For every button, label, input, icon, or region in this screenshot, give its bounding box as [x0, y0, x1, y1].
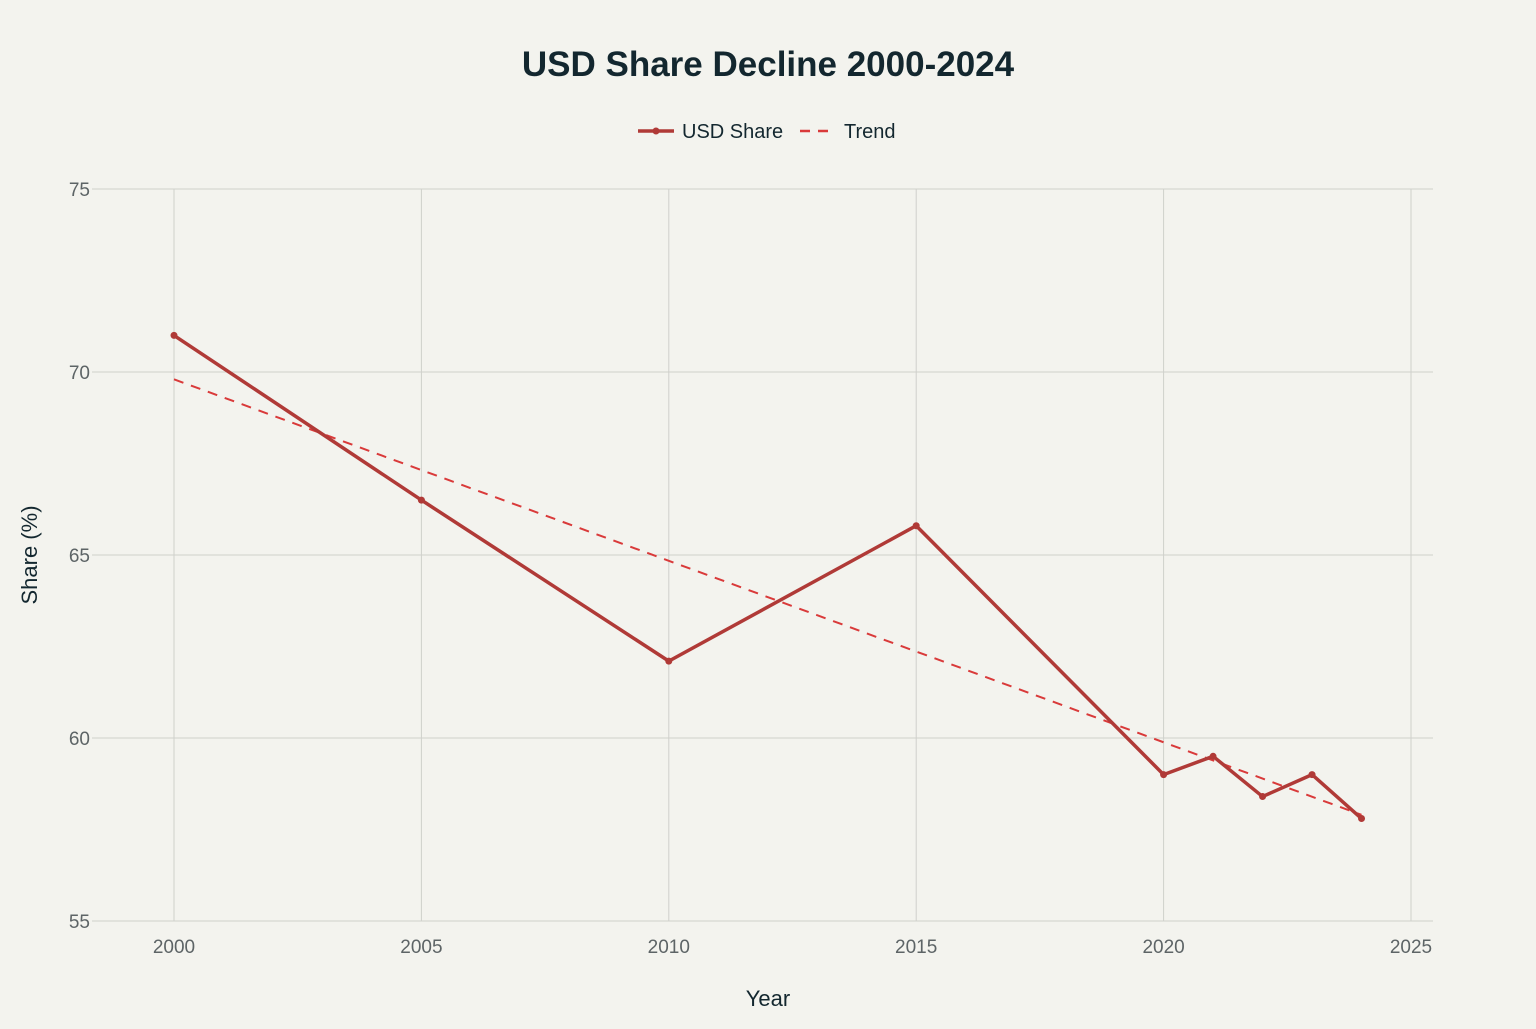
y-tick-label: 60 [69, 729, 90, 750]
usd-share-line [173, 333, 1363, 820]
usd-share-point [1209, 752, 1217, 760]
legend: USD Share Trend [638, 121, 896, 143]
chart-title: USD Share Decline 2000-2024 [522, 45, 1015, 84]
usd-share-point [1160, 771, 1168, 779]
x-tick-label: 2000 [153, 937, 195, 958]
usd-share-point [1308, 771, 1316, 779]
y-tick-label: 65 [69, 546, 90, 567]
y-axis-label: Share (%) [17, 505, 42, 604]
y-tick-label: 75 [69, 180, 90, 201]
x-tick-label: 2025 [1390, 937, 1432, 958]
x-tick-label: 2005 [400, 937, 442, 958]
legend-label-usd-share: USD Share [682, 121, 783, 143]
usd-share-point [170, 331, 178, 339]
legend-marker-usd-share [652, 127, 660, 135]
y-tick-label: 55 [69, 912, 90, 933]
usd-share-point [912, 522, 920, 530]
usd-share-point [665, 657, 673, 665]
trend-line [173, 378, 1362, 816]
usd-share-point [417, 496, 425, 504]
usd-share-point [1259, 793, 1267, 801]
usd-share-point [1358, 815, 1366, 823]
x-axis-label: Year [746, 986, 790, 1011]
legend-label-trend: Trend [844, 121, 896, 143]
y-tick-label: 70 [69, 363, 90, 384]
x-tick-label: 2020 [1142, 937, 1184, 958]
x-tick-label: 2015 [895, 937, 937, 958]
x-tick-label: 2010 [648, 937, 690, 958]
